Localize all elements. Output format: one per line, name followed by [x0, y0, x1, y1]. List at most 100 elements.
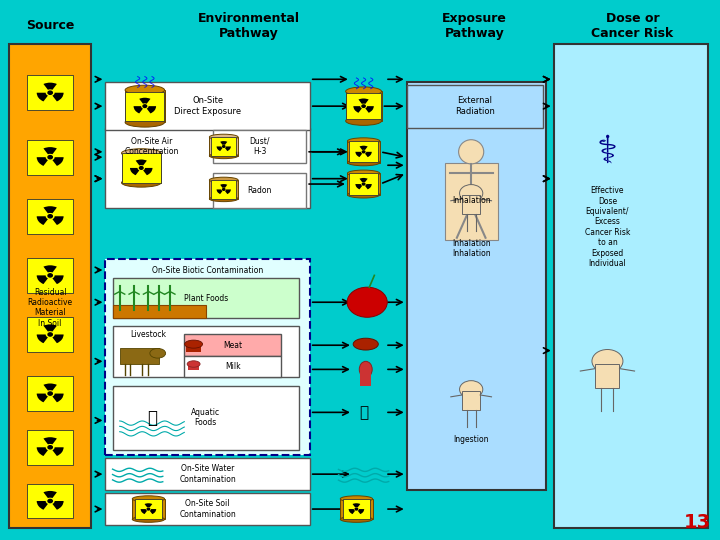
Bar [27, 376, 73, 411]
Ellipse shape [348, 192, 379, 198]
Wedge shape [353, 503, 360, 508]
Wedge shape [134, 106, 143, 113]
Wedge shape [143, 168, 153, 175]
Wedge shape [358, 509, 364, 514]
Text: Source: Source [26, 19, 74, 32]
Wedge shape [220, 141, 228, 145]
Ellipse shape [346, 117, 382, 125]
Circle shape [48, 215, 53, 218]
Bar [120, 348, 159, 364]
Text: Plant Foods: Plant Foods [184, 294, 228, 303]
Text: Livestock: Livestock [188, 347, 224, 356]
Wedge shape [43, 206, 57, 213]
Bar [125, 92, 164, 121]
FancyBboxPatch shape [112, 278, 299, 319]
Bar [27, 199, 73, 234]
Text: On-Site Biotic Contamination: On-Site Biotic Contamination [152, 266, 264, 274]
Wedge shape [359, 178, 368, 183]
FancyBboxPatch shape [407, 82, 546, 490]
FancyBboxPatch shape [213, 173, 306, 208]
Wedge shape [356, 152, 362, 157]
Ellipse shape [341, 496, 372, 502]
FancyBboxPatch shape [554, 44, 708, 528]
Bar [360, 369, 372, 386]
Ellipse shape [125, 117, 165, 127]
Ellipse shape [210, 153, 238, 159]
Text: Inhalation: Inhalation [452, 239, 490, 247]
Text: On-Site Soil
Contamination: On-Site Soil Contamination [179, 500, 236, 519]
FancyBboxPatch shape [445, 163, 498, 240]
Text: Aquatic
Foods: Aquatic Foods [192, 408, 220, 428]
Bar [346, 91, 382, 121]
Wedge shape [53, 217, 63, 225]
Text: Residual
Radioactive
Material
In Soil: Residual Radioactive Material In Soil [27, 287, 73, 328]
Wedge shape [140, 509, 147, 514]
Wedge shape [53, 394, 63, 402]
Wedge shape [147, 106, 156, 113]
Bar [27, 75, 73, 110]
Wedge shape [37, 93, 48, 102]
Ellipse shape [150, 348, 166, 358]
Wedge shape [37, 447, 48, 456]
Wedge shape [37, 275, 48, 284]
Text: Dust/
H-3: Dust/ H-3 [249, 137, 270, 156]
FancyBboxPatch shape [213, 130, 306, 163]
Circle shape [355, 508, 358, 510]
Text: On-Site Water
Contamination: On-Site Water Contamination [179, 464, 236, 484]
Bar [135, 499, 162, 519]
Wedge shape [37, 334, 48, 343]
Circle shape [48, 156, 53, 159]
Text: 🐟: 🐟 [359, 405, 368, 420]
Wedge shape [217, 146, 222, 151]
Circle shape [222, 188, 225, 190]
Ellipse shape [132, 496, 165, 502]
Bar [27, 140, 73, 174]
Wedge shape [354, 106, 362, 113]
Wedge shape [356, 184, 362, 190]
Wedge shape [37, 394, 48, 402]
Ellipse shape [187, 361, 200, 367]
Text: Meat: Meat [223, 341, 242, 350]
Bar [125, 90, 165, 122]
Wedge shape [53, 334, 63, 343]
FancyBboxPatch shape [184, 334, 281, 356]
Wedge shape [53, 275, 63, 284]
Wedge shape [53, 447, 63, 456]
Bar [188, 363, 199, 370]
Wedge shape [365, 106, 374, 113]
Bar [186, 344, 201, 352]
Circle shape [362, 151, 365, 153]
Ellipse shape [348, 138, 379, 144]
Text: On-Site Air
Concentration: On-Site Air Concentration [125, 137, 179, 156]
Wedge shape [217, 190, 222, 194]
Text: Inhalation: Inhalation [452, 248, 490, 258]
Ellipse shape [125, 85, 165, 95]
Bar [348, 141, 379, 163]
Wedge shape [43, 147, 57, 154]
Ellipse shape [341, 516, 372, 522]
Text: Radon: Radon [248, 186, 271, 195]
Circle shape [48, 500, 53, 503]
Circle shape [592, 349, 623, 373]
Bar [27, 483, 73, 518]
Wedge shape [43, 491, 57, 498]
Bar [122, 153, 161, 183]
Ellipse shape [122, 178, 161, 187]
Ellipse shape [359, 361, 372, 377]
Text: 🐟: 🐟 [147, 409, 157, 427]
Circle shape [222, 146, 225, 147]
Bar [212, 137, 236, 156]
Wedge shape [43, 383, 57, 390]
Bar [349, 141, 378, 163]
FancyBboxPatch shape [184, 356, 281, 377]
Bar [341, 499, 372, 519]
Bar [27, 430, 73, 465]
Wedge shape [359, 146, 368, 150]
Circle shape [140, 166, 143, 169]
Circle shape [143, 105, 147, 107]
Text: ⚕: ⚕ [597, 133, 618, 171]
Bar [27, 258, 73, 293]
Bar [122, 153, 161, 183]
FancyBboxPatch shape [407, 85, 543, 127]
FancyBboxPatch shape [9, 44, 91, 528]
